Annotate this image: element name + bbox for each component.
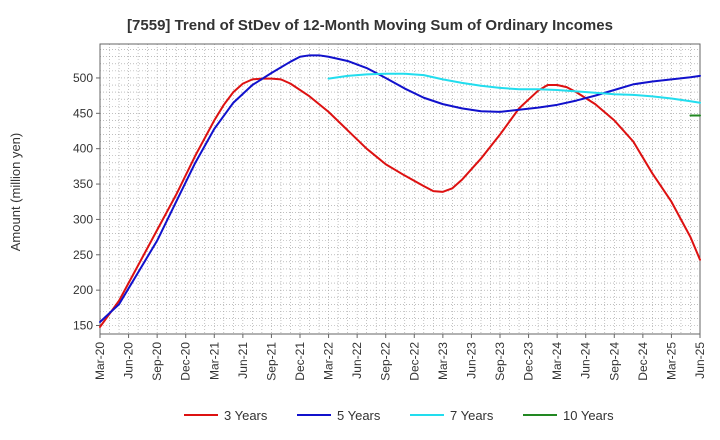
x-tick-label: Sep-21 [264,342,278,381]
x-tick-label: Mar-20 [93,342,107,380]
x-tick-label: Jun-24 [579,342,593,379]
grid [99,44,701,334]
x-tick-label: Jun-25 [693,342,707,379]
y-tick-label: 450 [73,106,93,120]
y-tick-label: 400 [73,142,93,156]
legend-label-10-years: 10 Years [563,408,614,423]
y-tick-label: 250 [73,248,93,262]
x-tick-label: Dec-23 [522,342,536,381]
series-line-5-years [99,54,701,323]
series-line-3-years [99,77,701,328]
x-tick-label: Sep-20 [150,342,164,381]
y-tick-label: 200 [73,283,93,297]
x-tick-label: Mar-23 [436,342,450,380]
x-tick-label: Jun-20 [122,342,136,379]
x-tick-label: Jun-21 [236,342,250,379]
y-tick-label: 500 [73,71,93,85]
y-tick-label: 150 [73,319,93,333]
y-tick-label: 350 [73,177,93,191]
x-tick-label: Jun-22 [350,342,364,379]
x-tick-label: Mar-25 [664,342,678,380]
legend-label-3-years: 3 Years [224,408,268,423]
x-tick-label: Sep-23 [493,342,507,381]
legend: 3 Years 5 Years 7 Years 10 Years [184,408,614,423]
x-tick-label: Sep-24 [607,342,621,381]
x-tick-label: Jun-23 [464,342,478,379]
series-line-7-years [327,72,701,104]
legend-label-5-years: 5 Years [337,408,381,423]
x-tick-label: Mar-21 [207,342,221,380]
x-tick-label: Dec-24 [636,342,650,381]
plot-area [99,43,701,335]
x-ticks: Mar-20 Jun-20 Sep-20 Dec-20 Mar-21 Jun-21 Sep-… [93,334,707,381]
x-tick-label: Dec-20 [179,342,193,381]
legend-label-7-years: 7 Years [450,408,494,423]
chart-title: [7559] Trend of StDev of 12-Month Moving… [127,17,613,34]
x-tick-label: Mar-22 [322,342,336,380]
y-axis-label: Amount (million yen) [8,133,23,252]
x-tick-label: Mar-24 [550,342,564,380]
y-tick-label: 300 [73,212,93,226]
x-tick-label: Dec-22 [407,342,421,381]
x-tick-label: Dec-21 [293,342,307,381]
y-ticks: 150 200 250 300 350 400 450 500 [73,71,100,333]
x-tick-label: Sep-22 [379,342,393,381]
series-group [99,54,701,328]
